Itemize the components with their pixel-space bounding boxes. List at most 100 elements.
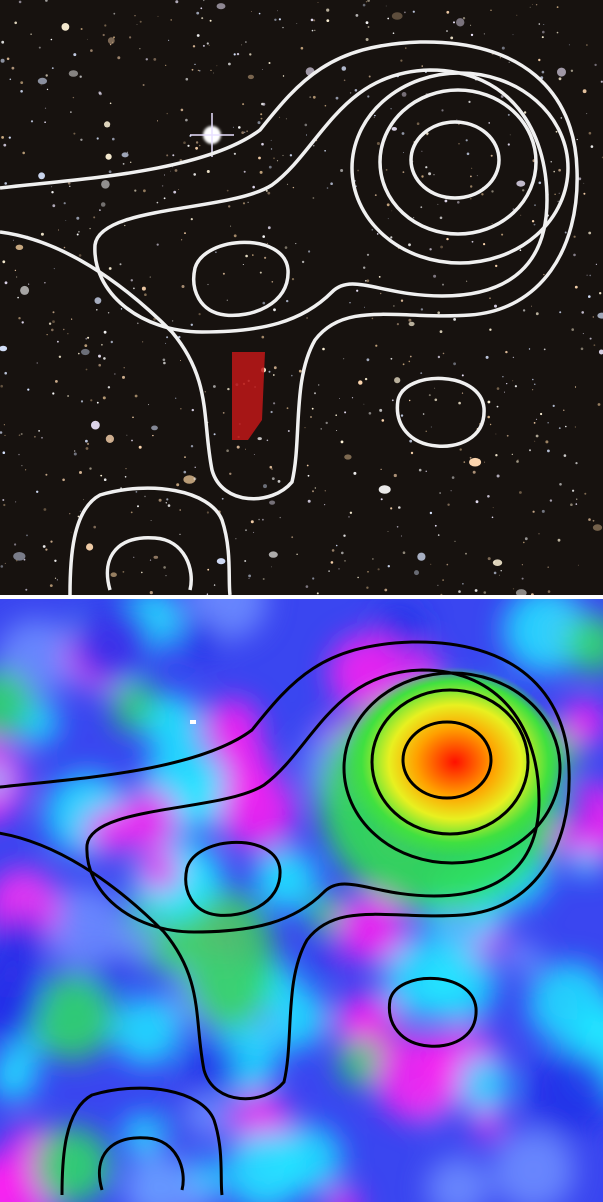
- galaxy: [226, 449, 229, 453]
- galaxy: [1, 40, 5, 44]
- sky-background: [0, 0, 603, 595]
- galaxy: [543, 348, 546, 351]
- galaxy: [42, 545, 46, 548]
- galaxy: [428, 172, 432, 176]
- galaxy: [495, 454, 498, 457]
- galaxy: [457, 201, 460, 204]
- galaxy: [558, 168, 561, 172]
- galaxy: [485, 355, 489, 359]
- galaxy: [45, 0, 48, 2]
- galaxy: [141, 571, 143, 574]
- galaxy: [96, 137, 99, 140]
- galaxy: [54, 559, 57, 562]
- galaxy: [170, 170, 172, 172]
- galaxy: [362, 3, 366, 7]
- galaxy: [469, 456, 472, 459]
- galaxy: [582, 333, 584, 335]
- galaxy: [18, 317, 21, 320]
- intensity-blob: [335, 892, 407, 964]
- galaxy: [314, 392, 316, 395]
- galaxy: [451, 476, 455, 479]
- galaxy: [371, 229, 374, 231]
- galaxy: [213, 385, 216, 388]
- galaxy: [498, 574, 500, 576]
- galaxy: [312, 197, 315, 199]
- galaxy: [276, 160, 279, 162]
- galaxy: [90, 49, 93, 52]
- galaxy: [130, 511, 133, 514]
- intensity-blob: [491, 1129, 575, 1202]
- galaxy: [45, 473, 48, 476]
- galaxy: [207, 568, 210, 571]
- galaxy: [573, 235, 576, 238]
- galaxy: [202, 44, 205, 47]
- galaxy: [312, 490, 314, 493]
- galaxy: [184, 232, 186, 235]
- galaxy: [295, 243, 297, 245]
- galaxy: [67, 333, 69, 335]
- galaxy: [304, 427, 306, 429]
- galaxy: [137, 322, 139, 325]
- galaxy: [130, 161, 132, 163]
- galaxy: [79, 471, 82, 474]
- galaxy: [22, 151, 26, 155]
- galaxy: [521, 577, 524, 580]
- galaxy: [203, 0, 205, 2]
- intensity-blob: [560, 699, 603, 746]
- galaxy: [538, 181, 542, 185]
- galaxy: [398, 506, 401, 509]
- galaxy: [271, 477, 275, 480]
- galaxy: [25, 469, 27, 471]
- galaxy: [96, 401, 99, 404]
- galaxy: [372, 558, 374, 560]
- galaxy: [487, 557, 491, 561]
- galaxy: [196, 34, 200, 37]
- galaxy: [343, 358, 345, 360]
- galaxy: [453, 21, 455, 24]
- galaxy: [422, 413, 425, 415]
- galaxy: [414, 570, 419, 576]
- galaxy: [103, 478, 107, 482]
- galaxy: [3, 143, 7, 147]
- galaxy: [68, 70, 79, 77]
- galaxy: [110, 340, 114, 344]
- intensity-blob: [471, 1106, 503, 1138]
- galaxy: [51, 191, 54, 194]
- galaxy: [357, 169, 359, 172]
- intensity-blob: [218, 773, 296, 850]
- galaxy: [78, 352, 80, 355]
- galaxy: [133, 287, 135, 290]
- galaxy: [124, 224, 126, 227]
- galaxy: [365, 1, 368, 3]
- galaxy: [547, 422, 549, 424]
- galaxy: [392, 32, 395, 34]
- galaxy: [262, 301, 266, 305]
- galaxy: [23, 558, 26, 561]
- galaxy: [320, 428, 322, 430]
- galaxy: [284, 246, 288, 249]
- galaxy: [446, 30, 448, 32]
- galaxy: [380, 468, 382, 470]
- galaxy: [98, 363, 101, 367]
- galaxy: [425, 470, 427, 472]
- galaxy: [267, 226, 271, 230]
- galaxy: [454, 540, 456, 542]
- cluster-peak: [345, 667, 565, 857]
- galaxy: [501, 46, 505, 50]
- galaxy: [354, 89, 358, 92]
- galaxy: [183, 141, 186, 144]
- galaxy: [514, 385, 518, 388]
- galaxy: [328, 570, 330, 572]
- galaxy: [439, 216, 443, 220]
- galaxy: [306, 317, 308, 319]
- galaxy: [58, 229, 59, 231]
- galaxy: [244, 131, 246, 133]
- galaxy: [429, 248, 432, 251]
- galaxy: [180, 108, 184, 112]
- galaxy: [331, 549, 335, 552]
- galaxy: [550, 161, 552, 163]
- galaxy: [71, 318, 73, 320]
- galaxy: [577, 564, 579, 566]
- galaxy: [163, 197, 166, 200]
